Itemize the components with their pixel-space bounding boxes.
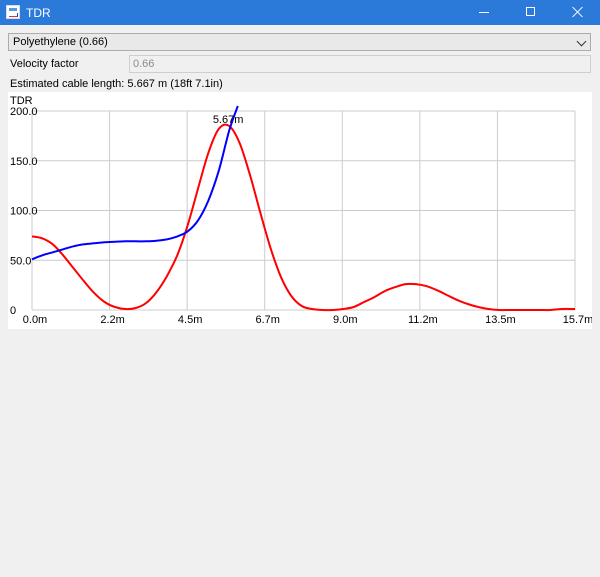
x-tick-label: 13.5m: [485, 314, 516, 326]
blue-series-line: [31, 105, 239, 261]
red-series-line: [31, 123, 576, 312]
tdr-app-icon: [6, 5, 20, 19]
velocity-factor-label: Velocity factor: [10, 58, 79, 70]
chart-title: TDR: [10, 95, 33, 107]
y-tick-label: 100.0: [10, 206, 38, 218]
tdr-chart-svg: 0.0m 2.2m 4.5m 6.7m 9.0m 11.2m 13.5m 15.7m 0 50.0…: [10, 95, 593, 326]
title-bar: TDR: [0, 0, 600, 25]
y-tick-label: 200.0: [10, 106, 38, 118]
y-tick-label: 0: [10, 305, 16, 317]
y-tick-label: 150.0: [10, 156, 38, 168]
cable-type-value: Polyethylene (0.66): [13, 36, 108, 48]
chart-series: [31, 105, 576, 312]
x-tick-label: 4.5m: [178, 314, 202, 326]
chart-grid: [31, 110, 576, 311]
cable-type-dropdown[interactable]: Polyethylene (0.66): [8, 33, 591, 51]
estimated-length-text: Estimated cable length: 5.667 m (18ft 7.…: [10, 78, 223, 90]
x-tick-label: 15.7m: [563, 314, 592, 326]
tdr-chart: 0.0m 2.2m 4.5m 6.7m 9.0m 11.2m 13.5m 15.7m 0 50.0…: [8, 92, 593, 329]
window-title: TDR: [26, 6, 51, 20]
x-tick-label: 6.7m: [255, 314, 279, 326]
close-button[interactable]: [554, 0, 600, 25]
maximize-icon: [526, 7, 535, 16]
chevron-down-icon: [576, 36, 587, 47]
velocity-factor-input[interactable]: [129, 55, 591, 73]
marker-label: 5.67m: [213, 114, 244, 126]
chart-axes: 0.0m 2.2m 4.5m 6.7m 9.0m 11.2m 13.5m 15.7m 0 50.0…: [10, 106, 593, 326]
maximize-button[interactable]: [508, 0, 554, 25]
y-tick-label: 50.0: [10, 255, 31, 267]
x-tick-label: 11.2m: [408, 314, 438, 326]
x-tick-label: 0.0m: [23, 314, 47, 326]
minimize-button[interactable]: [462, 0, 508, 25]
close-icon: [572, 6, 583, 17]
x-tick-label: 2.2m: [100, 314, 124, 326]
minimize-icon: [479, 12, 489, 13]
x-tick-label: 9.0m: [333, 314, 357, 326]
